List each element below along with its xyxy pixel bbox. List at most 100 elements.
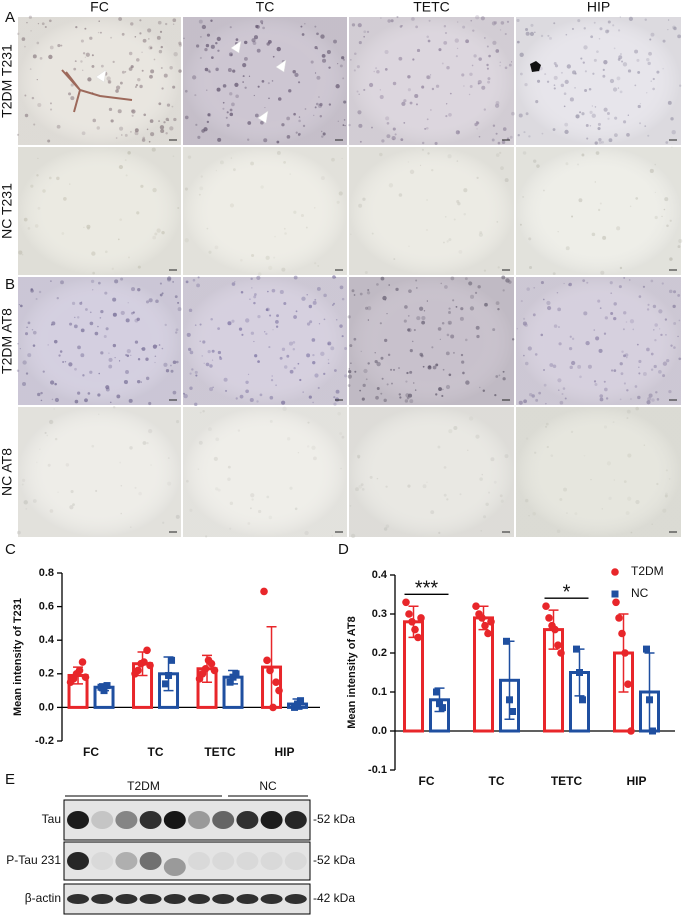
blot-band [115, 811, 138, 829]
micrograph [183, 406, 347, 538]
micrograph [182, 275, 348, 407]
data-point [487, 618, 495, 626]
micrograph [516, 406, 681, 537]
row-label: T2DM AT8 [0, 308, 15, 374]
data-point [506, 696, 513, 704]
data-point [402, 598, 410, 607]
data-point [542, 602, 550, 610]
data-point [75, 666, 84, 675]
stained-neuron [61, 69, 133, 113]
panel-label: E [5, 771, 15, 788]
data-point [612, 598, 620, 607]
vignette [183, 17, 347, 145]
blot-band [139, 811, 162, 829]
vignette [516, 17, 681, 145]
significance-label: * [563, 581, 571, 603]
vignette [183, 407, 347, 537]
blot-row-label: P-Tau 231 [6, 853, 61, 867]
row-label: NC T231 [0, 183, 15, 239]
blot-band [212, 894, 235, 904]
micrograph [17, 406, 181, 537]
y-tick-label: 0.8 [39, 567, 54, 579]
micrograph [516, 276, 682, 405]
vignette [18, 277, 181, 405]
blot-band [91, 894, 114, 904]
legend-label: NC [631, 586, 649, 600]
data-point [579, 696, 586, 704]
data-point [439, 704, 446, 712]
data-point [134, 666, 142, 675]
data-point [433, 688, 440, 696]
blot-band [284, 894, 307, 904]
blot-band [139, 852, 162, 870]
data-point [275, 686, 283, 695]
blot-band [284, 852, 307, 870]
vignette [349, 147, 514, 275]
vignette [516, 147, 681, 275]
panel-label: B [5, 276, 15, 293]
panel-label: D [338, 541, 349, 558]
data-point [417, 614, 425, 622]
data-point [140, 658, 148, 666]
vignette [349, 277, 514, 405]
data-point [472, 602, 480, 610]
vignette [516, 277, 681, 405]
data-point [165, 671, 173, 679]
x-tick-label: TC [489, 774, 505, 788]
column-header: TC [256, 0, 275, 15]
blot-row-label: β-actin [25, 891, 61, 905]
data-point [272, 678, 280, 686]
x-tick-label: TETC [551, 774, 583, 788]
blot-band [212, 852, 235, 870]
blot-membrane [63, 841, 311, 881]
dark-inclusion [530, 61, 541, 72]
legend-marker [611, 590, 619, 598]
data-point [621, 649, 629, 657]
vignette [18, 407, 181, 537]
blot-band [260, 811, 283, 829]
blot-band [115, 894, 138, 904]
data-point [232, 670, 240, 678]
legend-marker [611, 568, 619, 576]
data-point [576, 669, 583, 676]
y-tick-label: 0.2 [372, 647, 387, 659]
blot-band [188, 811, 210, 829]
data-point [210, 666, 219, 675]
data-point [643, 645, 650, 653]
data-point [618, 629, 626, 638]
blot-band [212, 811, 235, 829]
blot-band [260, 852, 283, 870]
micrograph [183, 147, 347, 276]
column-header: FC [90, 0, 109, 15]
data-point [627, 727, 635, 735]
data-point [226, 678, 234, 686]
row-label: T2DM T231 [0, 44, 15, 118]
arrowhead [257, 110, 269, 124]
row-label: NC AT8 [0, 448, 15, 496]
column-header: HIP [587, 0, 610, 15]
arrowhead [95, 69, 107, 83]
data-point [143, 646, 151, 655]
data-point [162, 680, 170, 688]
micrograph [348, 15, 515, 145]
blot-band [163, 894, 186, 904]
micrograph [347, 275, 515, 405]
data-point [260, 587, 268, 596]
data-point [103, 682, 111, 690]
micrograph [349, 407, 514, 539]
data-point [168, 656, 176, 664]
data-point [405, 610, 413, 618]
y-tick-label: 0.3 [372, 608, 387, 620]
data-point [297, 697, 305, 705]
micrograph [18, 147, 181, 275]
significance-label: *** [415, 578, 439, 600]
blot-band [163, 858, 186, 876]
panel-label: A [5, 9, 15, 26]
x-tick-label: TC [148, 745, 164, 759]
data-point [481, 621, 489, 630]
blot-row-label: Tau [42, 812, 61, 826]
data-point [146, 661, 154, 670]
blot-band [67, 894, 89, 904]
y-tick-label: 0.2 [39, 668, 54, 680]
data-point [414, 633, 422, 642]
